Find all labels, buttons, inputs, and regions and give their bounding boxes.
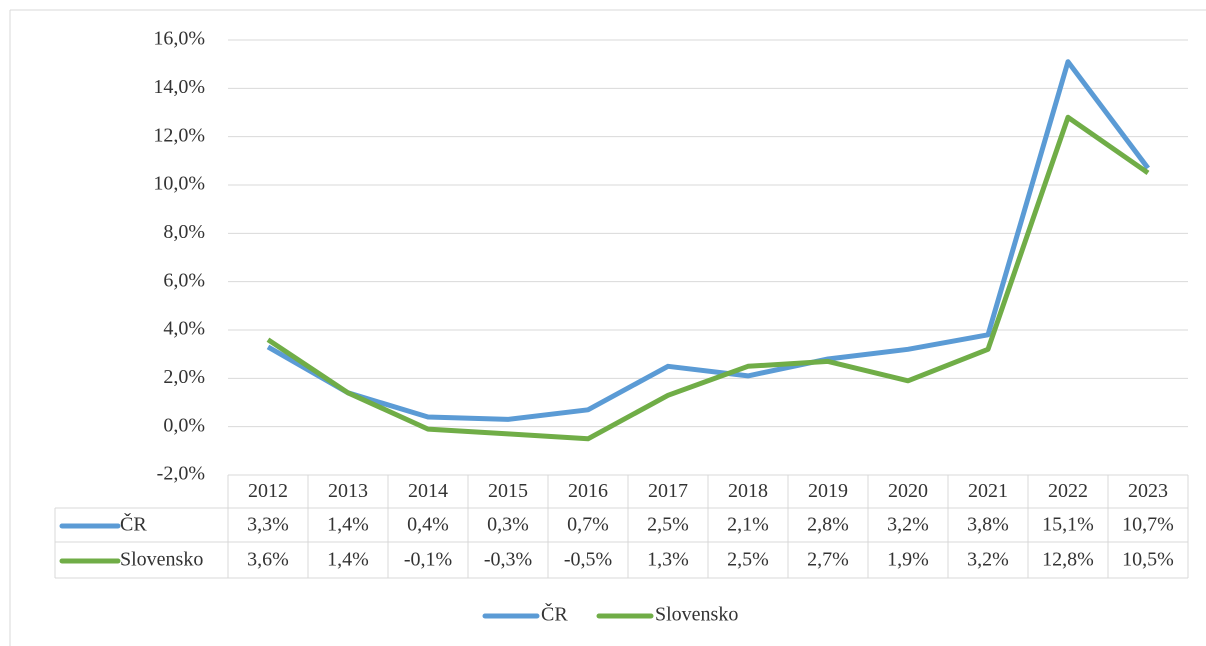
- data-label: 3,8%: [967, 514, 1009, 536]
- legend-label: Slovensko: [655, 604, 738, 626]
- data-label: 0,4%: [407, 514, 449, 536]
- data-label: 2,1%: [727, 514, 769, 536]
- y-tick-label: 14,0%: [153, 76, 205, 98]
- x-tick-label: 2018: [728, 480, 768, 502]
- y-tick-label: 12,0%: [153, 124, 205, 146]
- y-tick-label: 8,0%: [163, 221, 205, 243]
- data-label: 1,4%: [327, 514, 369, 536]
- x-tick-label: 2015: [488, 480, 528, 502]
- y-tick-label: 6,0%: [163, 269, 205, 291]
- y-tick-label: 2,0%: [163, 366, 205, 388]
- x-tick-label: 2013: [328, 480, 368, 502]
- series-line: [266, 59, 1150, 422]
- data-label: 1,3%: [647, 549, 689, 571]
- y-tick-label: 10,0%: [153, 173, 205, 195]
- x-tick-label: 2019: [808, 480, 848, 502]
- data-label: -0,5%: [564, 549, 612, 571]
- y-tick-label: 0,0%: [163, 414, 205, 436]
- data-label: 2,7%: [807, 549, 849, 571]
- legend-label: ČR: [541, 602, 568, 626]
- x-tick-label: 2014: [408, 480, 448, 502]
- data-label: 3,3%: [247, 514, 289, 536]
- data-label: -0,3%: [484, 549, 532, 571]
- y-tick-label: -2,0%: [157, 463, 205, 485]
- table-row-label: ČR: [120, 512, 147, 536]
- data-label: 0,3%: [487, 514, 529, 536]
- data-label: 1,4%: [327, 549, 369, 571]
- data-label: 3,6%: [247, 549, 289, 571]
- table-row-label: Slovensko: [120, 549, 203, 571]
- series-line: [266, 114, 1150, 442]
- x-tick-label: 2022: [1048, 480, 1088, 502]
- y-tick-label: 16,0%: [153, 28, 205, 50]
- data-label: 12,8%: [1042, 549, 1094, 571]
- data-label: 1,9%: [887, 549, 929, 571]
- data-label: 3,2%: [967, 549, 1009, 571]
- data-label: 2,8%: [807, 514, 849, 536]
- x-tick-label: 2021: [968, 480, 1008, 502]
- data-label: 3,2%: [887, 514, 929, 536]
- x-tick-label: 2016: [568, 480, 608, 502]
- data-label: -0,1%: [404, 549, 452, 571]
- x-tick-label: 2012: [248, 480, 288, 502]
- x-tick-label: 2023: [1128, 480, 1168, 502]
- data-label: 2,5%: [727, 549, 769, 571]
- data-label: 10,5%: [1122, 549, 1174, 571]
- data-label: 15,1%: [1042, 514, 1094, 536]
- data-label: 0,7%: [567, 514, 609, 536]
- x-tick-label: 2020: [888, 480, 928, 502]
- data-label: 2,5%: [647, 514, 689, 536]
- data-label: 10,7%: [1122, 514, 1174, 536]
- x-tick-label: 2017: [648, 480, 688, 502]
- y-tick-label: 4,0%: [163, 318, 205, 340]
